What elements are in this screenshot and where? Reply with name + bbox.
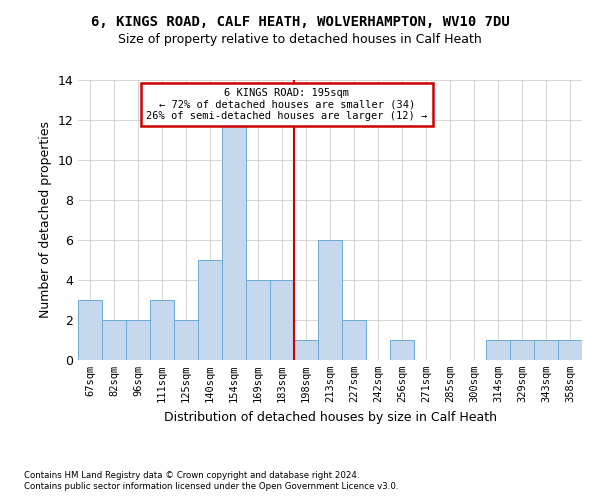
Text: 6 KINGS ROAD: 195sqm
← 72% of detached houses are smaller (34)
26% of semi-detac: 6 KINGS ROAD: 195sqm ← 72% of detached h… xyxy=(146,88,427,121)
Text: 6, KINGS ROAD, CALF HEATH, WOLVERHAMPTON, WV10 7DU: 6, KINGS ROAD, CALF HEATH, WOLVERHAMPTON… xyxy=(91,15,509,29)
Bar xyxy=(534,340,558,360)
Bar xyxy=(150,300,174,360)
Bar xyxy=(558,340,582,360)
Bar xyxy=(174,320,198,360)
Bar xyxy=(78,300,102,360)
Bar xyxy=(246,280,270,360)
Bar xyxy=(318,240,342,360)
Bar xyxy=(342,320,366,360)
Text: Contains HM Land Registry data © Crown copyright and database right 2024.: Contains HM Land Registry data © Crown c… xyxy=(24,471,359,480)
Bar xyxy=(126,320,150,360)
Bar xyxy=(198,260,222,360)
Bar xyxy=(390,340,414,360)
Text: Size of property relative to detached houses in Calf Heath: Size of property relative to detached ho… xyxy=(118,32,482,46)
X-axis label: Distribution of detached houses by size in Calf Heath: Distribution of detached houses by size … xyxy=(163,410,497,424)
Text: Contains public sector information licensed under the Open Government Licence v3: Contains public sector information licen… xyxy=(24,482,398,491)
Bar xyxy=(510,340,534,360)
Bar xyxy=(294,340,318,360)
Bar xyxy=(486,340,510,360)
Y-axis label: Number of detached properties: Number of detached properties xyxy=(39,122,52,318)
Bar xyxy=(222,120,246,360)
Bar xyxy=(270,280,294,360)
Bar xyxy=(102,320,126,360)
